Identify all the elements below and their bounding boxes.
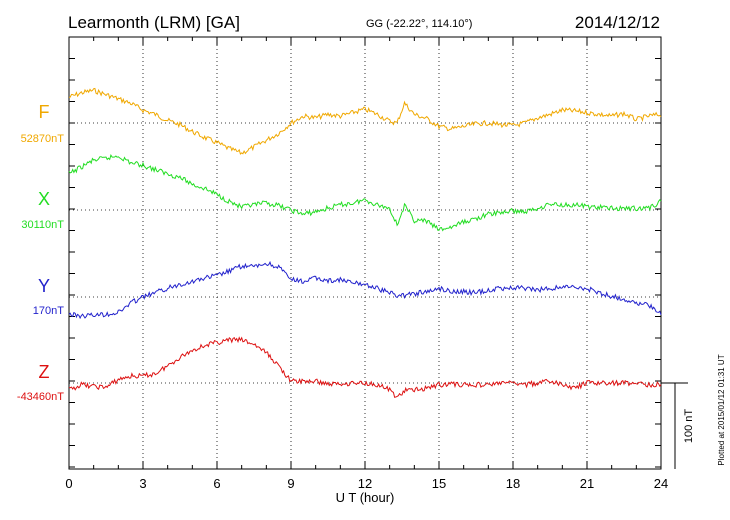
grid (69, 37, 661, 469)
plot-date: 2014/12/12 (575, 13, 660, 32)
baseline-value-z: -43460nT (17, 391, 64, 403)
x-tick-label: 18 (506, 476, 520, 491)
x-tick-label: 21 (580, 476, 594, 491)
station-title: Learmonth (LRM) [GA] (68, 13, 240, 32)
plotted-timestamp: Plotted at 2015/01/12 01:31 UT (717, 354, 726, 465)
series-line-z (68, 336, 662, 398)
x-tick-label: 9 (287, 476, 294, 491)
x-tick-label: 6 (213, 476, 220, 491)
component-label-z: Z (39, 362, 50, 382)
baseline-value-y: 170nT (33, 305, 64, 317)
series-lines (68, 87, 662, 398)
series-line-f (68, 87, 662, 155)
x-axis-title: U T (hour) (336, 490, 395, 505)
component-label-y: Y (38, 276, 50, 296)
scale-bar-label: 100 nT (683, 409, 695, 444)
x-tick-label: 0 (65, 476, 72, 491)
series-line-x (68, 154, 662, 232)
x-tick-label: 12 (358, 476, 372, 491)
series-line-y (68, 260, 662, 320)
station-coordinates: GG (-22.22°, 114.10°) (366, 18, 472, 30)
x-tick-labels: 0 3 6 9 12 15 18 21 24 (65, 476, 668, 491)
tick-marks (68, 36, 662, 469)
scale-bar: 100 nT (661, 382, 695, 469)
component-label-x: X (38, 189, 50, 209)
component-label-f: F (39, 102, 50, 122)
component-labels: F 52870nT X 30110nT Y 170nT Z -43460nT (17, 102, 64, 403)
x-tick-label: 24 (654, 476, 668, 491)
x-tick-label: 3 (139, 476, 146, 491)
baseline-value-x: 30110nT (21, 219, 64, 231)
x-tick-label: 15 (432, 476, 446, 491)
baseline-value-f: 52870nT (21, 133, 65, 145)
